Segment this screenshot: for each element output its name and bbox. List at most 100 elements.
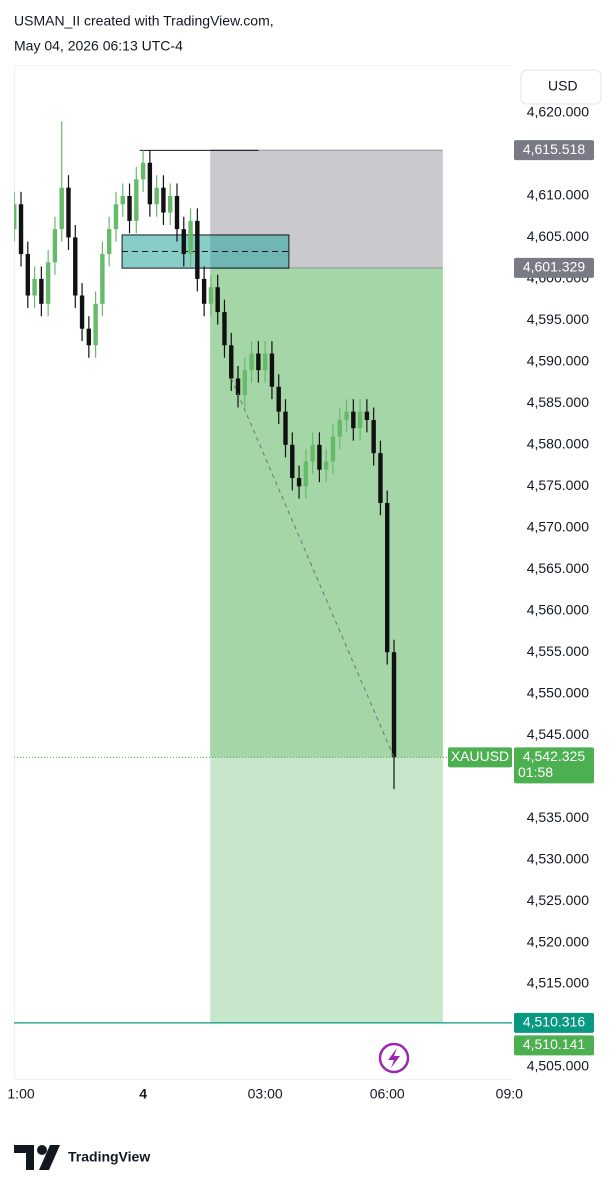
y-tick-label: 4,530.000 [527,850,589,866]
y-tick-label: 4,610.000 [527,187,589,203]
candle-body [120,195,125,205]
author-line: USMAN_II created with TradingView.com, [14,13,274,29]
candle-body [73,237,78,296]
x-tick-label: 06:00 [370,1086,405,1102]
y-tick-label: 4,550.000 [527,684,589,700]
candle-body [140,162,146,180]
candle-body [242,370,248,396]
candle-body [391,652,397,758]
candle-body [147,162,153,205]
candle-body [208,287,214,304]
candle-body [344,411,349,420]
candle-body [317,444,322,470]
candle-body [371,419,376,454]
candle-body [310,444,315,462]
candle-body [357,411,363,429]
x-tick-label: 1:00 [7,1086,34,1102]
candle-body [18,204,24,255]
candle-body [79,295,85,329]
y-tick-label: 4,585.000 [527,394,589,410]
x-tick-label: 09:0 [496,1086,523,1102]
y-tick-label: 4,560.000 [527,601,589,617]
alert-icon[interactable] [378,1042,410,1074]
y-tick-label: 4,605.000 [527,228,589,244]
candle-body [25,254,31,296]
candle-body [249,353,254,371]
candle-body [378,453,383,503]
candle-body [283,411,288,445]
price-tag [514,1012,594,1033]
price-tag [514,1035,594,1056]
price-tag-label: 4,510.141 [523,1036,585,1052]
candle-body [93,303,98,346]
price-tag [514,140,594,161]
y-tick-label: 4,575.000 [527,477,589,493]
candle-body [86,328,92,346]
candle-body [351,411,356,429]
reached-zone [210,267,443,758]
candle-body [323,461,329,470]
candle-body [45,262,51,304]
price-tag [514,747,594,784]
price-tag-label: 4,601.329 [523,259,585,275]
candle-body [106,229,112,255]
y-tick-label: 4,570.000 [527,518,589,534]
candle-body [100,254,105,304]
candle-body [276,386,281,412]
candle-body [222,312,227,346]
symbol-tag-label: XAUUSD [451,748,509,764]
price-tag-label: 4,542.325 [523,748,585,764]
candle-body [262,353,268,371]
candle-body [134,179,139,221]
candle-body [364,411,370,420]
x-tick-label: 03:00 [248,1086,283,1102]
y-tick-label: 4,525.000 [527,892,589,908]
countdown: 01:58 [518,764,553,780]
candle-body [32,278,37,296]
price-tag-label: 4,510.316 [523,1014,585,1030]
date-line: May 04, 2026 06:13 UTC-4 [14,38,183,54]
price-tag [514,257,594,278]
brand-logo [14,1145,60,1170]
candle-body [168,195,173,213]
candle-body [337,419,342,437]
y-tick-label: 4,515.000 [527,975,589,991]
candle-body [113,204,119,230]
y-tick-label: 4,505.000 [527,1058,589,1074]
candle-body [66,187,71,238]
y-tick-label: 4,565.000 [527,560,589,576]
candle-body [385,502,390,653]
candle-body [52,229,58,263]
candle-body [161,187,166,213]
candle-body [303,461,309,487]
candle-body [330,436,336,462]
y-tick-label: 4,545.000 [527,726,589,742]
candle-body [181,229,186,255]
currency-button[interactable] [520,69,602,105]
candle-body [201,278,207,304]
y-tick-label: 4,595.000 [527,311,589,327]
candle-body [229,345,234,379]
plot-area [14,65,512,1080]
candle-body [174,195,180,230]
candle-body [195,220,200,279]
y-tick-label: 4,580.000 [527,436,589,452]
y-tick-label: 4,590.000 [527,353,589,369]
y-tick-label: 4,520.000 [527,933,589,949]
candle-body [59,187,64,230]
candle-body [256,353,261,371]
symbol-tag [448,747,512,768]
y-tick-label: 4,555.000 [527,643,589,659]
currency[interactable]: USD [548,78,578,94]
candle-body [290,444,295,479]
candle-body [215,287,220,313]
candle-body [188,220,193,255]
candle-body [235,378,241,396]
y-tick-label: 4,535.000 [527,809,589,825]
candle-body [14,204,17,230]
candle-body [296,478,302,487]
candle-body [154,187,159,205]
candle-body [269,353,275,387]
